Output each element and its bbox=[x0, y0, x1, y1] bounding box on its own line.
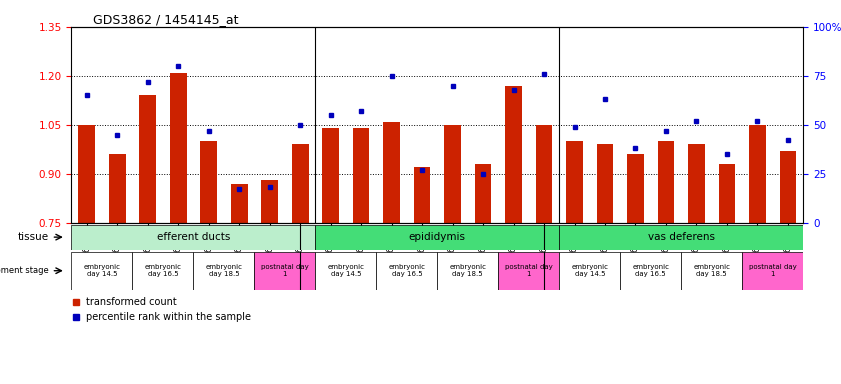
Bar bbox=[352, 128, 369, 223]
Text: transformed count: transformed count bbox=[86, 297, 177, 307]
Bar bbox=[170, 73, 187, 223]
Bar bbox=[292, 144, 309, 223]
Text: postnatal day
1: postnatal day 1 bbox=[505, 264, 553, 277]
Bar bbox=[383, 121, 400, 223]
Bar bbox=[749, 125, 766, 223]
Bar bbox=[437, 252, 498, 290]
Bar bbox=[681, 252, 742, 290]
Bar bbox=[71, 252, 132, 290]
Bar bbox=[200, 141, 217, 223]
Bar bbox=[315, 225, 559, 250]
Bar bbox=[444, 125, 461, 223]
Text: tissue: tissue bbox=[18, 232, 49, 242]
Text: embryonic
day 16.5: embryonic day 16.5 bbox=[145, 264, 182, 277]
Bar bbox=[376, 252, 437, 290]
Bar bbox=[505, 86, 522, 223]
Bar bbox=[78, 125, 95, 223]
Bar bbox=[536, 125, 553, 223]
Bar bbox=[254, 252, 315, 290]
Text: percentile rank within the sample: percentile rank within the sample bbox=[86, 312, 251, 322]
Bar bbox=[627, 154, 644, 223]
Text: efferent ducts: efferent ducts bbox=[156, 232, 230, 242]
Bar bbox=[132, 252, 193, 290]
Bar bbox=[688, 144, 705, 223]
Bar bbox=[718, 164, 735, 223]
Text: embryonic
day 16.5: embryonic day 16.5 bbox=[632, 264, 669, 277]
Bar bbox=[193, 252, 254, 290]
Text: embryonic
day 14.5: embryonic day 14.5 bbox=[327, 264, 364, 277]
Bar bbox=[596, 144, 613, 223]
Bar bbox=[108, 154, 125, 223]
Bar bbox=[780, 151, 796, 223]
Bar bbox=[140, 96, 156, 223]
Text: vas deferens: vas deferens bbox=[648, 232, 715, 242]
Bar bbox=[71, 225, 315, 250]
Text: development stage: development stage bbox=[0, 266, 49, 275]
Text: embryonic
day 18.5: embryonic day 18.5 bbox=[205, 264, 242, 277]
Bar bbox=[474, 164, 491, 223]
Bar bbox=[620, 252, 681, 290]
Bar bbox=[498, 252, 559, 290]
Text: embryonic
day 14.5: embryonic day 14.5 bbox=[571, 264, 608, 277]
Bar bbox=[262, 180, 278, 223]
Text: GDS3862 / 1454145_at: GDS3862 / 1454145_at bbox=[93, 13, 239, 26]
Bar bbox=[658, 141, 674, 223]
Bar bbox=[559, 225, 803, 250]
Text: epididymis: epididymis bbox=[409, 232, 466, 242]
Text: embryonic
day 18.5: embryonic day 18.5 bbox=[693, 264, 730, 277]
Text: embryonic
day 18.5: embryonic day 18.5 bbox=[449, 264, 486, 277]
Bar bbox=[559, 252, 620, 290]
Bar bbox=[742, 252, 803, 290]
Text: postnatal day
1: postnatal day 1 bbox=[748, 264, 796, 277]
Bar bbox=[414, 167, 431, 223]
Bar bbox=[566, 141, 583, 223]
Bar bbox=[315, 252, 376, 290]
Bar bbox=[230, 184, 247, 223]
Text: postnatal day
1: postnatal day 1 bbox=[261, 264, 309, 277]
Text: embryonic
day 14.5: embryonic day 14.5 bbox=[83, 264, 120, 277]
Bar bbox=[322, 128, 339, 223]
Text: embryonic
day 16.5: embryonic day 16.5 bbox=[389, 264, 426, 277]
